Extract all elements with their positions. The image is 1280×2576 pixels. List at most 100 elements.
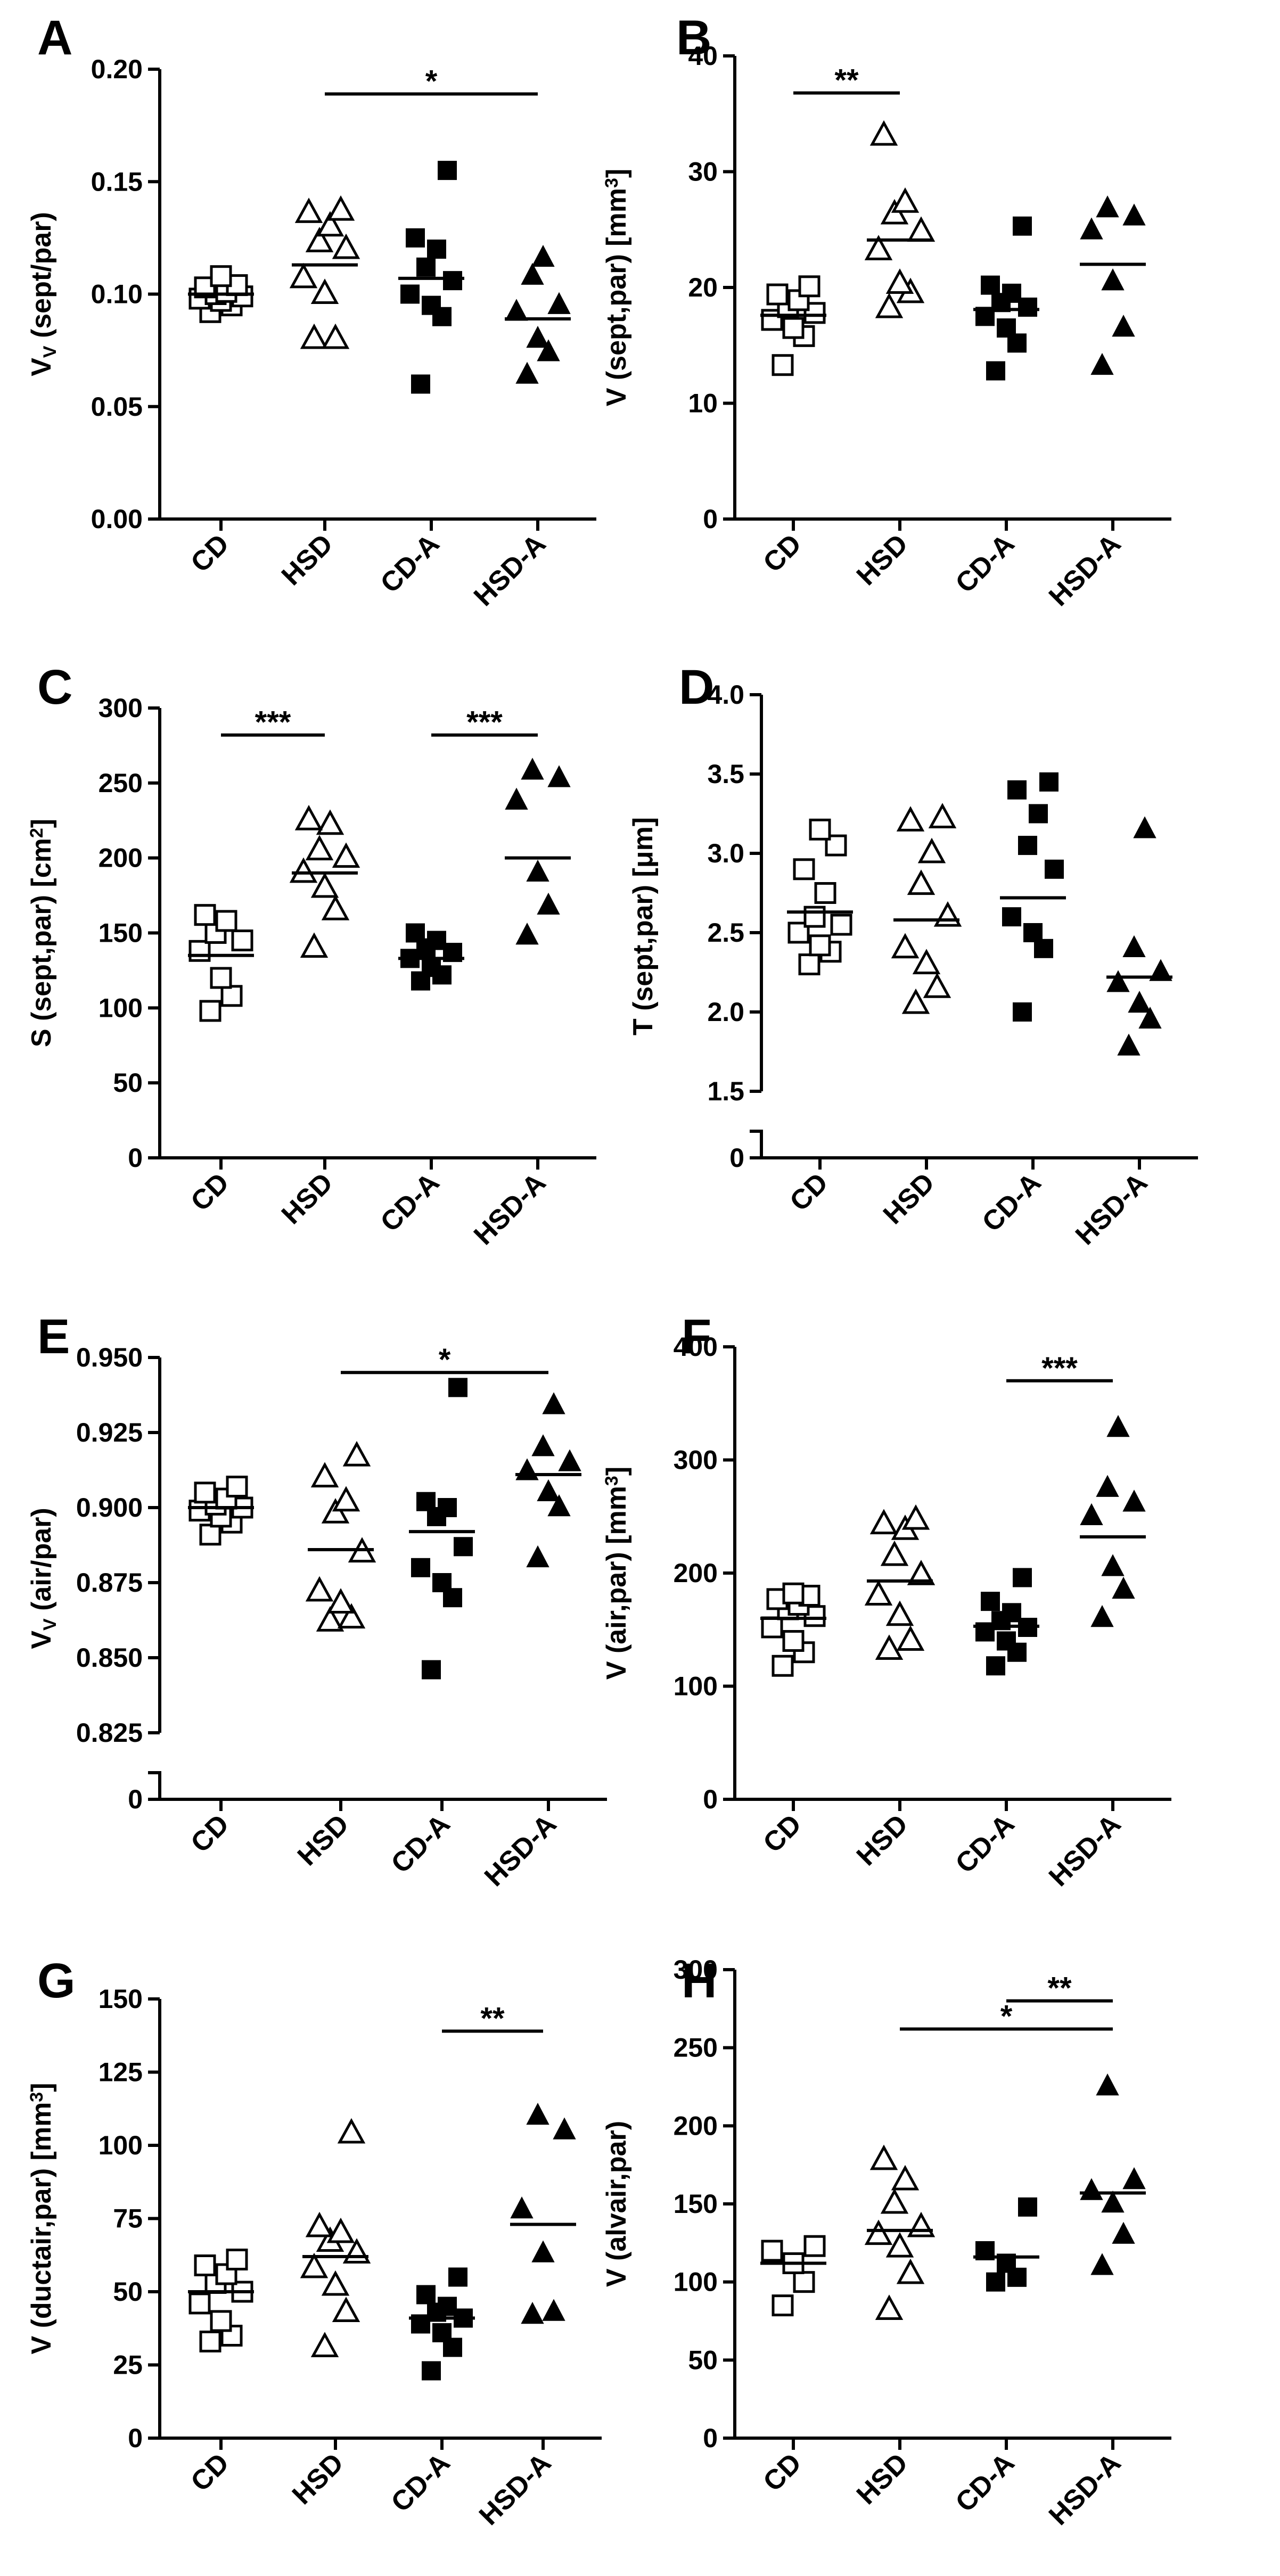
data-point [332,233,360,259]
data-point [416,257,436,277]
data-point [809,818,831,841]
panel-letter: H [682,1954,717,2008]
data-point [316,211,344,237]
data-point [294,805,323,830]
data-point [542,2299,565,2321]
data-point [997,318,1016,338]
x-category-label: HSD [851,1808,914,1872]
data-point [761,2240,783,2262]
data-point [337,1603,366,1629]
data-point [542,1392,565,1414]
data-point [505,787,528,810]
data-point [448,1378,467,1397]
data-point [997,1631,1016,1651]
data-point [406,923,425,943]
data-point [1018,2197,1037,2217]
data-point [907,216,936,242]
panel-c: C 0 50 100 150 200 250 300 CD HSD CD-A HSD-A S (sept… [26,660,596,1251]
y-tick-label: 150 [99,1984,143,2014]
data-point [188,940,211,962]
x-category-label: CD [185,1808,235,1858]
data-point [869,2144,898,2170]
x-category-label: HSD-A [1070,1167,1153,1250]
data-point [316,809,344,835]
y-tick-label: 25 [113,2350,143,2380]
y-tick-label: 0.10 [91,279,143,309]
x-category-label: CD-A [385,1808,456,1879]
significance-label: ** [480,2002,505,2036]
data-point [901,988,930,1014]
data-point [422,1660,441,1680]
data-point [337,2118,366,2144]
data-point [326,195,355,221]
x-category-label: HSD-A [468,528,552,612]
data-point [928,803,957,828]
data-point [332,2297,360,2322]
data-point [1122,1489,1146,1512]
data-point [342,2238,371,2264]
y-tick-label: 200 [674,1558,718,1588]
y-tick-label: 100 [674,1672,718,1701]
panel-letter: G [37,1954,76,2008]
significance-label: * [425,64,438,98]
y-tick-label: 100 [99,993,143,1023]
panel-a: A 0.00 0.05 0.10 0.15 0.20 CD HSD CD-A HSD-A VV (s… [26,11,596,612]
data-point [814,882,836,904]
significance-label: ** [834,63,859,98]
data-point [896,806,925,832]
x-category-label: CD-A [950,528,1021,599]
data-point [782,1630,805,1652]
data-point [1106,1415,1130,1437]
data-point [305,227,334,252]
x-category-label: HSD [851,528,914,591]
data-point [537,1479,560,1501]
data-point [321,2270,350,2296]
data-point [448,2267,467,2287]
data-point [1149,959,1172,981]
data-point [986,2272,1005,2292]
data-point [321,323,350,349]
panel-b: B 0 10 20 30 40 CD HSD CD-A HSD-A V (sept,par) [mm… [601,11,1171,612]
y-tick-label: 300 [99,693,143,723]
data-point [558,1449,581,1471]
x-category-label: HSD [276,1167,339,1230]
data-point [194,2254,216,2276]
y-tick-label: 50 [113,2277,143,2307]
panel-f: F 0 100 200 300 400 CD HSD CD-A HSD-A V (air,par) … [601,1310,1171,1892]
significance-label: * [439,1343,451,1377]
y-tick-label: 20 [688,273,718,302]
data-point [515,923,539,945]
panel-letter: C [37,660,72,714]
data-point [194,904,216,926]
y-tick-label: 0.15 [91,167,143,196]
data-point [1045,859,1064,879]
data-point [772,1655,794,1677]
data-point [443,271,462,291]
x-category-label: CD [784,1167,834,1217]
data-point [1112,315,1135,337]
data-point [875,2294,904,2320]
data-point [798,275,820,298]
y-tick-label: 0 [703,2423,718,2453]
y-tick-label: 2.5 [707,918,744,948]
data-point [1096,195,1119,218]
data-point [933,901,962,927]
data-point [531,1434,555,1456]
data-point [1090,1605,1114,1627]
data-point [885,2232,914,2258]
data-point [1133,816,1156,838]
data-point [406,228,425,248]
x-category-label: HSD-A [1043,1808,1127,1892]
y-tick-label: 0.875 [76,1568,143,1598]
x-category-label: CD-A [950,1808,1021,1879]
data-point [416,1492,436,1511]
y-tick-label: 3.5 [707,759,744,789]
y-tick-label: 0 [128,1784,143,1814]
data-point [1106,970,1130,992]
data-point [793,858,815,880]
significance-label: * [1000,1999,1013,2034]
y-tick-label: 0 [703,504,718,534]
data-point [531,244,555,267]
data-point [310,278,339,304]
x-category-label: CD-A [375,528,446,599]
